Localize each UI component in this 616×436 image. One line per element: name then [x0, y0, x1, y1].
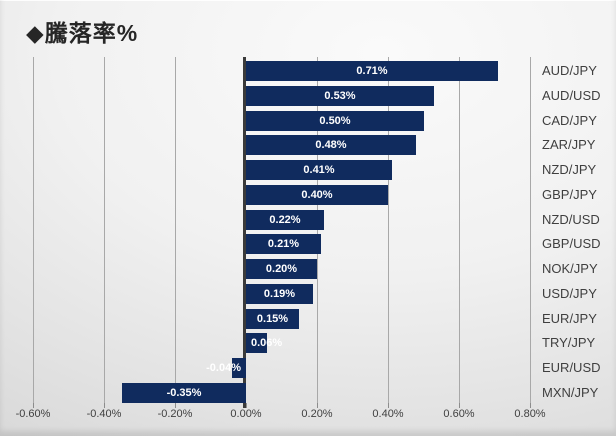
axis-tick: [33, 403, 34, 408]
bar-TRY-JPY: [246, 333, 267, 353]
category-label: NOK/JPY: [542, 261, 598, 276]
category-label: TRY/JPY: [542, 335, 596, 350]
category-label: GBP/JPY: [542, 187, 597, 202]
category-label: MXN/JPY: [542, 385, 599, 400]
x-axis-label: -0.40%: [86, 408, 122, 420]
value-label: 0.21%: [267, 238, 300, 250]
value-label: 0.50%: [319, 115, 351, 127]
category-label: AUD/USD: [542, 88, 601, 103]
value-label: 0.22%: [269, 214, 301, 226]
gridline: [317, 57, 318, 403]
x-axis-label: 0.80%: [514, 408, 546, 420]
value-label: 0.06%: [251, 337, 283, 349]
axis-tick: [459, 403, 460, 408]
value-label: -0.04%: [206, 362, 241, 374]
category-label: AUD/JPY: [542, 63, 597, 78]
bar-ZAR-JPY: [246, 135, 416, 155]
bar-AUD-USD: [246, 86, 434, 106]
x-axis-label: -0.20%: [157, 408, 193, 420]
axis-tick: [104, 403, 105, 408]
gridline: [33, 57, 34, 403]
x-axis-label: 0.00%: [230, 408, 262, 420]
bar-NZD-USD: [246, 210, 324, 230]
axis-tick: [175, 403, 176, 408]
bar-CAD-JPY: [246, 111, 424, 131]
value-label: -0.35%: [166, 387, 202, 399]
value-label: 0.20%: [265, 263, 298, 275]
category-label: CAD/JPY: [542, 113, 597, 128]
value-label: 0.40%: [301, 189, 333, 201]
bar-MXN-JPY: [122, 383, 246, 403]
category-label: GBP/USD: [542, 236, 601, 251]
x-axis-label: -0.60%: [15, 408, 51, 420]
value-label: 0.53%: [324, 90, 356, 102]
bar-NZD-JPY: [246, 160, 392, 180]
x-axis-label: 0.40%: [372, 408, 404, 420]
gridline: [530, 57, 531, 403]
bar-EUR-USD: [232, 358, 246, 378]
bar-AUD-JPY: [246, 61, 498, 81]
bar-GBP-USD: [246, 234, 321, 254]
axis-tick: [246, 403, 247, 408]
bar-USD-JPY: [246, 284, 313, 304]
bar-GBP-JPY: [246, 185, 388, 205]
value-label: 0.41%: [303, 164, 335, 176]
zero-axis-line: [243, 57, 246, 408]
gridline: [175, 57, 176, 403]
chart-title: ◆騰落率%: [26, 20, 139, 46]
bar-EUR-JPY: [246, 309, 299, 329]
category-label: USD/JPY: [542, 286, 597, 301]
axis-tick: [317, 403, 318, 408]
category-label: NZD/USD: [542, 212, 600, 227]
category-label: EUR/USD: [542, 360, 601, 375]
gridline: [459, 57, 460, 403]
bar-NOK-JPY: [246, 259, 317, 279]
value-label: 0.19%: [263, 288, 296, 300]
axis-tick: [388, 403, 389, 408]
x-axis-label: 0.60%: [443, 408, 475, 420]
value-label: 0.15%: [256, 313, 289, 325]
value-label: 0.48%: [315, 139, 347, 151]
axis-tick: [530, 403, 531, 408]
category-label: NZD/JPY: [542, 162, 597, 177]
gridline: [388, 57, 389, 403]
category-label: EUR/JPY: [542, 311, 597, 326]
value-label: 0.71%: [356, 65, 388, 77]
x-axis-label: 0.20%: [301, 408, 333, 420]
category-label: ZAR/JPY: [542, 137, 596, 152]
gridline: [104, 57, 105, 403]
